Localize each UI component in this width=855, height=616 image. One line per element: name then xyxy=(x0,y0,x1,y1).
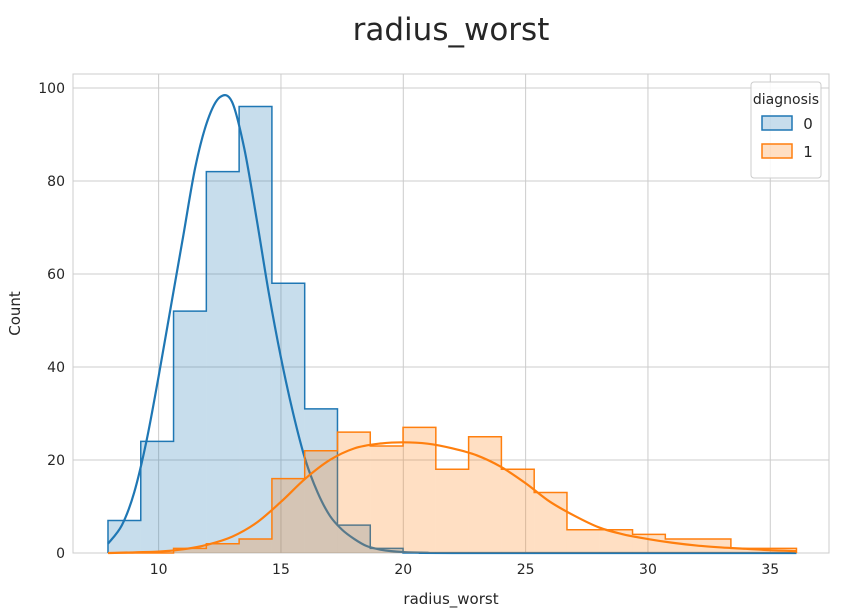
chart-title: radius_worst xyxy=(353,12,550,48)
bar-series-1 xyxy=(632,534,666,553)
bar-series-1 xyxy=(304,450,338,553)
x-tick-label: 25 xyxy=(517,562,535,578)
bar-series-1 xyxy=(501,469,535,553)
legend-title: diagnosis xyxy=(753,92,819,108)
x-axis-label: radius_worst xyxy=(403,590,498,609)
bar-series-0 xyxy=(304,408,338,553)
legend: diagnosis 01 xyxy=(750,81,822,179)
y-tick-label: 60 xyxy=(47,267,65,283)
kde-line-series-0 xyxy=(107,94,797,555)
legend-swatch-series-0 xyxy=(761,115,793,131)
y-axis-label: Count xyxy=(6,291,24,336)
y-tick-label: 20 xyxy=(47,453,65,469)
bar-series-1 xyxy=(271,478,305,553)
y-tick-label: 80 xyxy=(47,174,65,190)
bar-series-1 xyxy=(206,543,240,553)
legend-entries: 01 xyxy=(761,115,813,161)
series-layer xyxy=(107,94,798,555)
bar-series-0 xyxy=(173,311,207,553)
axes-layer: 10 15 20 25 30 35 0 20 40 60 80 100 xyxy=(38,81,779,578)
bar-series-1 xyxy=(435,469,469,553)
x-tick-label: 30 xyxy=(639,562,657,578)
bar-series-0 xyxy=(271,283,305,553)
bar-series-0 xyxy=(140,441,174,553)
x-tick-label: 20 xyxy=(394,562,412,578)
y-tick-label: 0 xyxy=(56,546,65,562)
bar-series-1 xyxy=(173,548,207,553)
bar-series-1 xyxy=(468,436,502,553)
step-outline-series-1 xyxy=(107,426,798,554)
legend-swatch-series-1 xyxy=(761,143,793,159)
x-tick-label: 10 xyxy=(150,562,168,578)
legend-label-series-0: 0 xyxy=(803,115,813,133)
bar-series-1 xyxy=(403,427,436,553)
x-tick-label: 35 xyxy=(761,562,779,578)
plot-area xyxy=(72,73,830,555)
y-tick-label: 40 xyxy=(47,360,65,376)
series-0 xyxy=(107,94,797,555)
legend-label-series-1: 1 xyxy=(803,143,813,161)
bar-series-0 xyxy=(206,171,240,553)
bar-series-1 xyxy=(566,529,600,553)
kde-line-series-1 xyxy=(107,441,797,555)
bar-series-1 xyxy=(370,446,404,553)
y-tick-label: 100 xyxy=(38,81,65,97)
x-tick-label: 15 xyxy=(272,562,290,578)
bar-series-1 xyxy=(239,539,272,553)
bar-series-1 xyxy=(337,432,371,553)
bar-series-0 xyxy=(239,106,272,553)
bar-series-1 xyxy=(730,548,764,553)
series-1 xyxy=(107,426,798,555)
